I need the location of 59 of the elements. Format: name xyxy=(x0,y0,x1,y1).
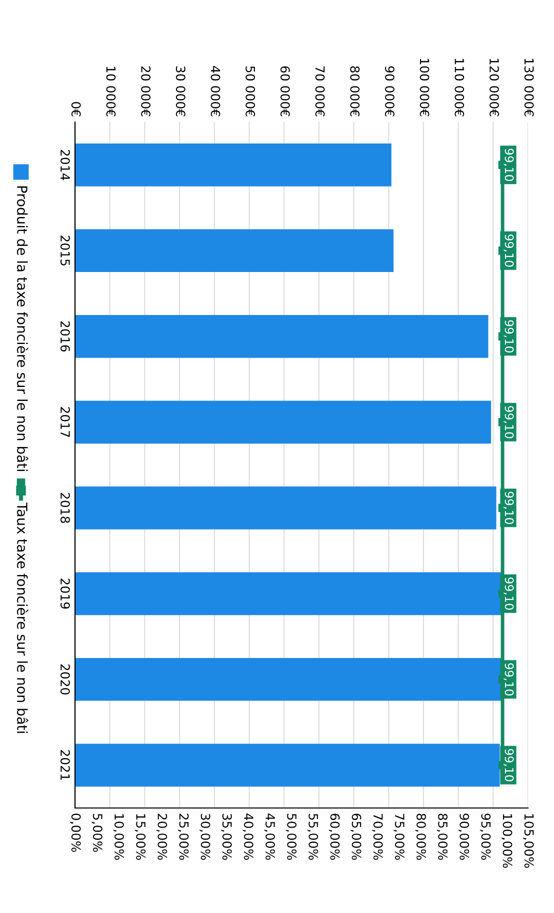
x2-tick-label: 60,00% xyxy=(328,814,340,860)
x2-tick-label: 35,00% xyxy=(221,814,232,860)
x2-tick-label: 50,00% xyxy=(286,814,297,860)
x2-tick-label: 45,00% xyxy=(264,813,275,860)
y-tick-label: 2016 xyxy=(60,321,70,352)
x2-tick-label: 55,00% xyxy=(307,814,318,860)
x2-tick-label: 10,00% xyxy=(113,814,124,860)
x-tick-label: 50 000€ xyxy=(246,66,256,116)
x2-tick-label: 85,00% xyxy=(436,814,448,860)
data-label: 99,10 xyxy=(504,663,514,696)
x2-tick-label: 0,00% xyxy=(70,814,81,852)
x-tick-label: 120 000€ xyxy=(490,58,499,116)
y-tick-label: 2018 xyxy=(60,492,70,523)
x-tick-label: 100 000€ xyxy=(420,58,430,116)
x2-tick-label: 80,00% xyxy=(415,814,426,860)
legend-label: Produit de la taxe foncière sur le non bâti xyxy=(16,186,28,472)
x-tick-label: 10 000€ xyxy=(106,66,116,116)
x2-tick-label: 75,00% xyxy=(394,814,404,860)
x2-tick-label: 95,00% xyxy=(480,814,491,860)
x-tick-label: 130 000€ xyxy=(524,58,534,116)
data-label: 99,10 xyxy=(504,577,514,610)
data-label: 99,10 xyxy=(504,492,514,524)
x2-tick-label: 105,00% xyxy=(523,814,534,868)
x2-tick-label: 65,00% xyxy=(350,814,362,860)
y-tick-label: 2017 xyxy=(60,407,70,437)
bar xyxy=(75,314,488,358)
y-tick-label: 2015 xyxy=(60,236,70,266)
x2-tick-label: 30,00% xyxy=(200,814,210,860)
data-label: 99,10 xyxy=(504,148,514,181)
x2-tick-label: 40,00% xyxy=(242,813,254,860)
data-label: 99,10 xyxy=(504,234,514,267)
x-tick-label: 0€ xyxy=(71,102,81,116)
x-tick-label: 20 000€ xyxy=(141,66,151,116)
x2-tick-label: 70,00% xyxy=(372,814,383,860)
x-tick-label: 110 000€ xyxy=(454,58,464,116)
y-tick-label: 2019 xyxy=(60,578,70,609)
x-tick-label: 30 000€ xyxy=(176,66,186,116)
data-label: 99,10 xyxy=(504,748,514,782)
x2-tick-label: 5,00% xyxy=(92,814,102,852)
x2-tick-label: 25,00% xyxy=(178,814,189,860)
x2-tick-label: 20,00% xyxy=(156,814,168,860)
bar xyxy=(75,400,492,444)
x2-tick-label: 100,00% xyxy=(502,814,512,868)
x2-tick-label: 15,00% xyxy=(134,814,146,860)
x-tick-label: 70 000€ xyxy=(315,66,325,116)
bar xyxy=(75,143,392,186)
x-tick-label: 80 000€ xyxy=(350,66,360,116)
y-tick-label: 2014 xyxy=(60,150,70,180)
x-tick-label: 60 000€ xyxy=(280,66,290,116)
bar xyxy=(75,229,394,272)
y-tick-label: 2021 xyxy=(60,750,70,780)
x-tick-label: 90 000€ xyxy=(384,66,394,116)
legend-label: Taux taxe foncière sur le non bâti xyxy=(16,502,28,733)
data-label: 99,10 xyxy=(504,406,514,438)
y-tick-label: 2020 xyxy=(60,664,70,694)
bar xyxy=(75,486,496,530)
x-tick-label: 40 000€ xyxy=(210,66,220,116)
data-label: 99,10 xyxy=(504,320,514,352)
x2-tick-label: 90,00% xyxy=(458,814,470,860)
